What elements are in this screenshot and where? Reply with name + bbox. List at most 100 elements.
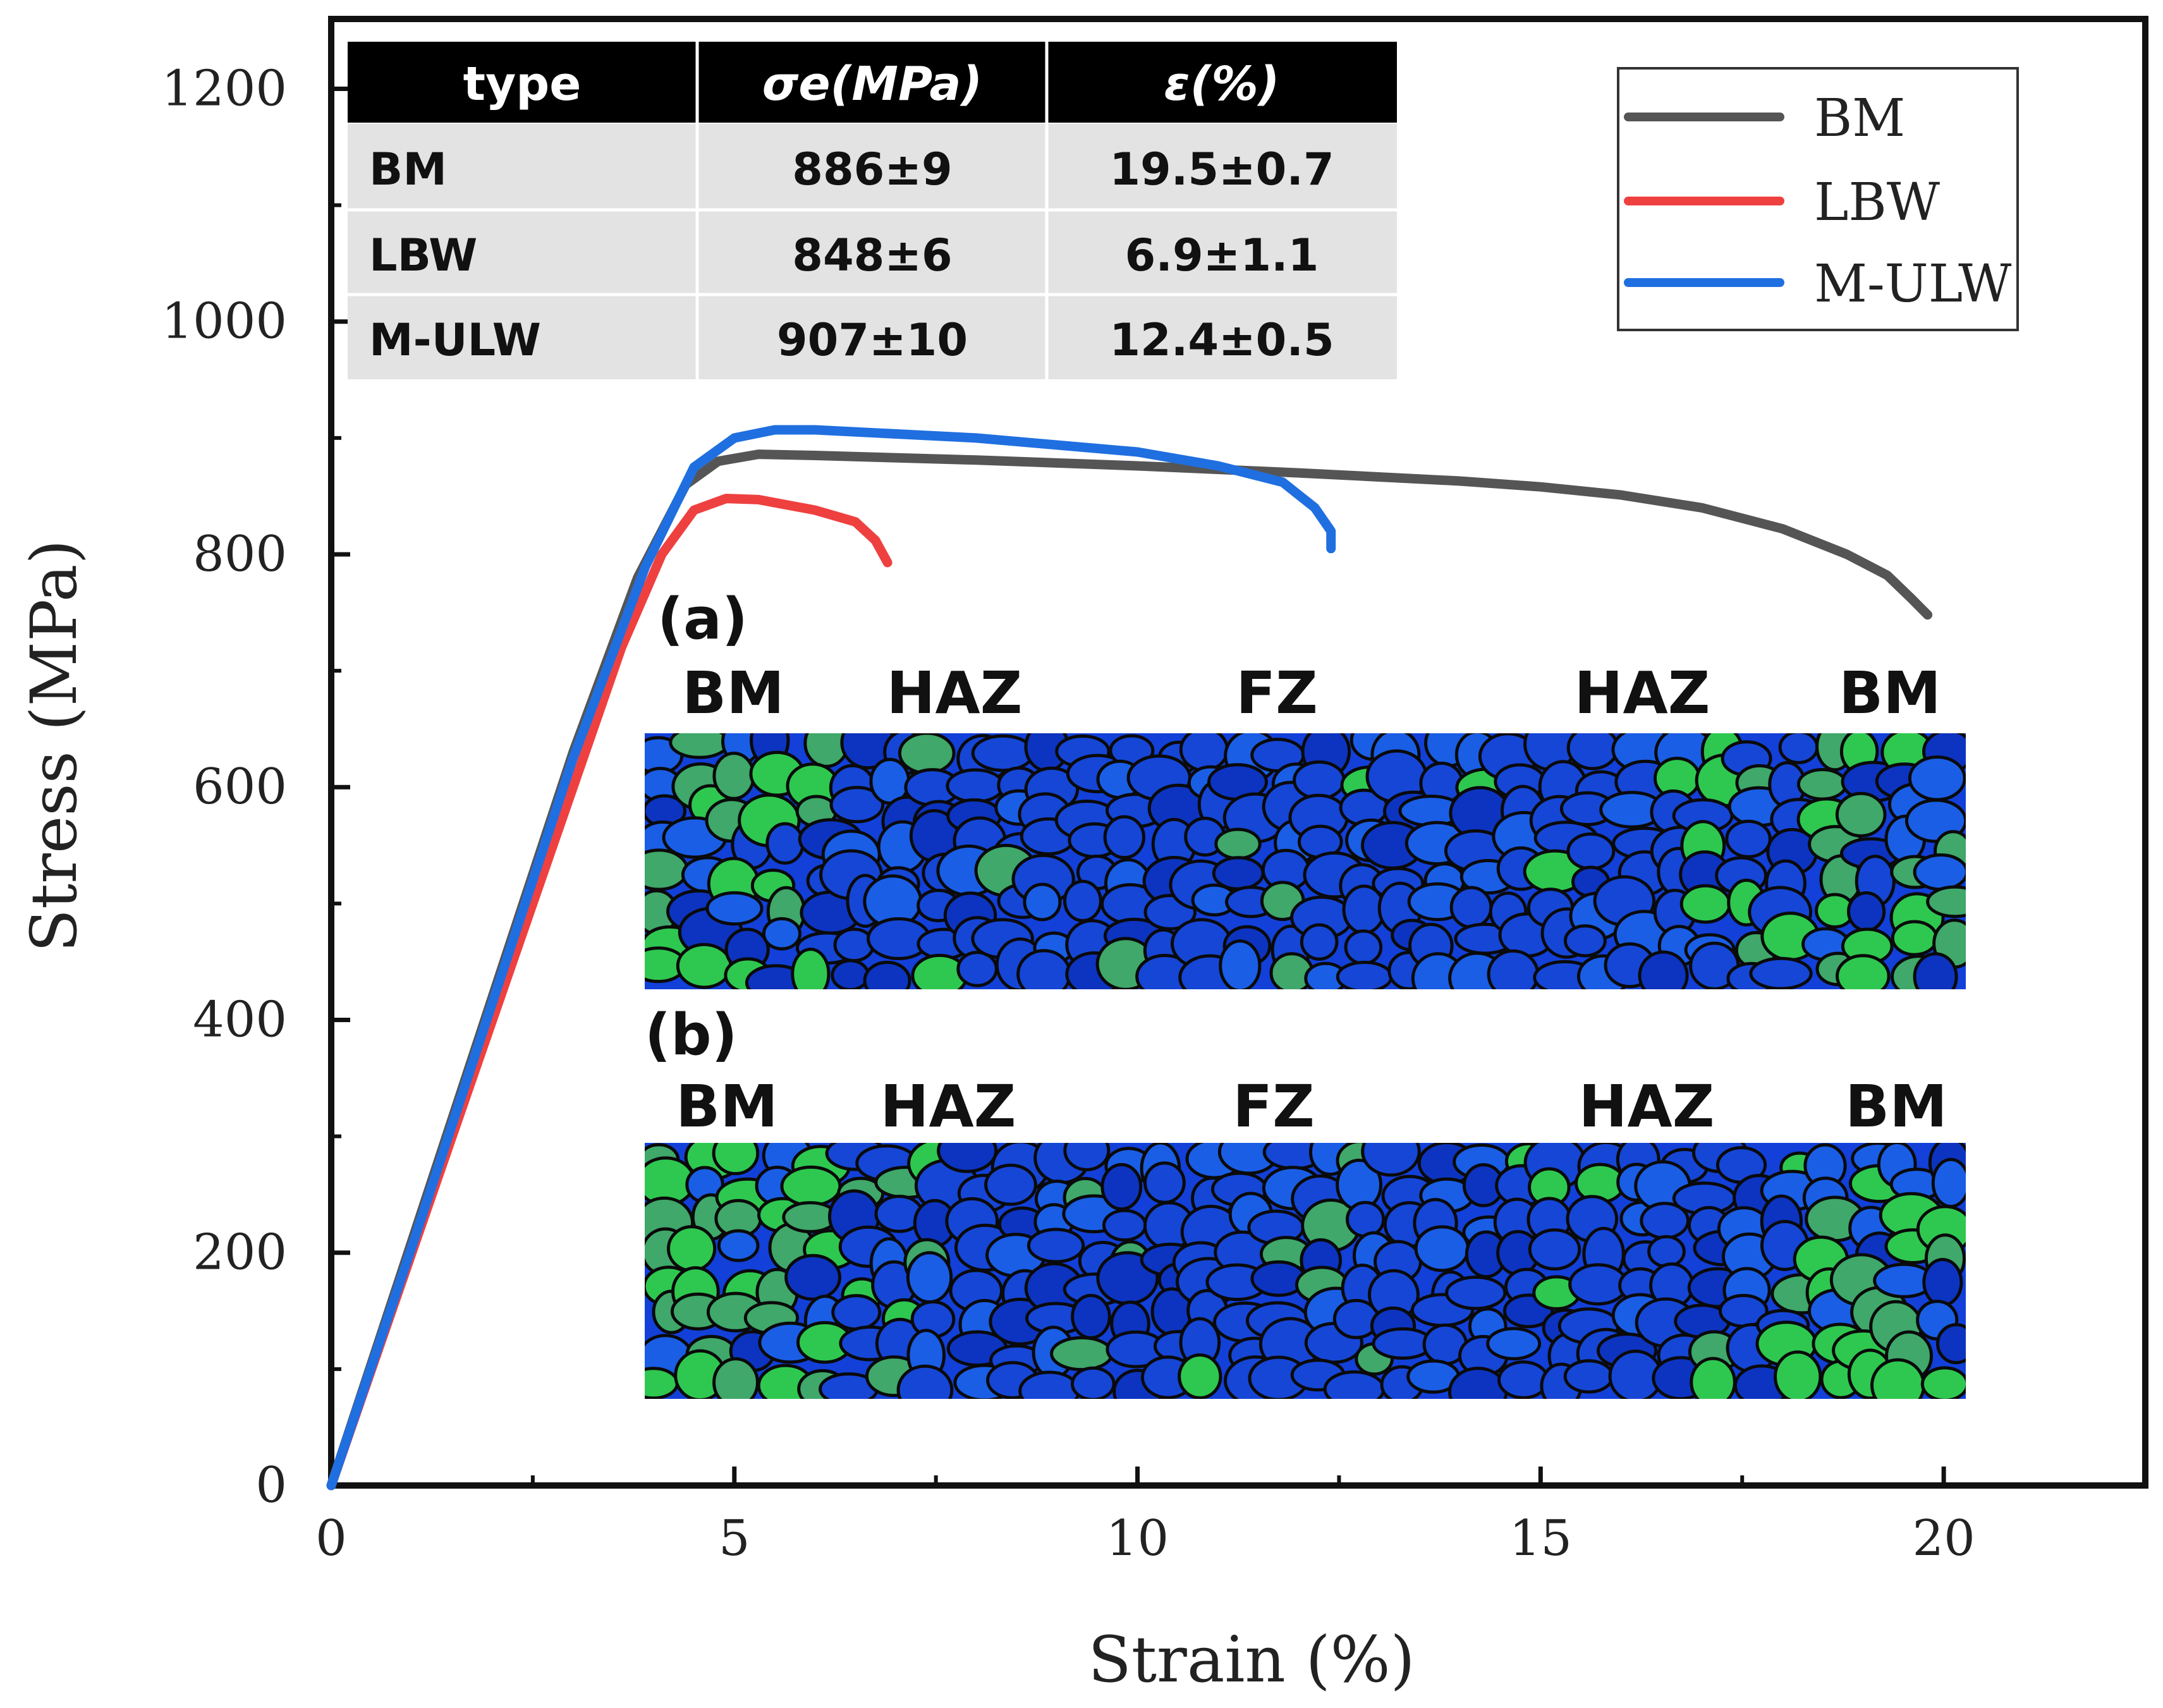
- plot-frame: [328, 16, 2148, 1489]
- table-cell: M-ULW: [369, 314, 541, 366]
- ebsd-map-b: [645, 1143, 1966, 1399]
- grain: [1178, 1353, 1222, 1399]
- grain: [1725, 819, 1772, 858]
- grain: [863, 960, 911, 989]
- grain: [946, 768, 1005, 803]
- grain: [1563, 1359, 1614, 1394]
- zone-label: BM: [1839, 659, 1941, 727]
- grain: [1647, 1235, 1686, 1268]
- series-line-m-ulw: [326, 425, 1336, 1491]
- grain: [906, 1251, 953, 1304]
- grain: [1566, 832, 1616, 870]
- legend: BM LBW M-ULW: [1617, 67, 2019, 331]
- grain: [1563, 924, 1607, 958]
- properties-table: type σe(MPa) ε(%) BM 886±9 19.5±0.7 LBW …: [348, 42, 1397, 379]
- zone-label: HAZ: [1579, 1073, 1715, 1140]
- grain: [1913, 952, 1958, 989]
- ebsd-inset-b: (b) BM HAZ FZ HAZ BM: [645, 1002, 1966, 1399]
- grain: [1336, 960, 1393, 989]
- grain: [1796, 767, 1848, 801]
- grain: [971, 734, 1035, 772]
- grain: [1836, 954, 1891, 989]
- grain: [765, 822, 805, 865]
- grain: [1214, 827, 1262, 860]
- inset-label-b: (b): [645, 1002, 738, 1068]
- grain: [791, 948, 831, 989]
- ebsd-inset-a: (a) BM HAZ FZ HAZ BM: [645, 586, 1966, 989]
- x-axis: 0 5 10 15 20: [315, 1467, 1975, 1567]
- grain: [1449, 886, 1493, 929]
- zone-label: FZ: [1236, 659, 1318, 727]
- grain: [1027, 1228, 1085, 1264]
- grain: [1774, 1350, 1822, 1399]
- grain: [667, 1225, 717, 1272]
- map-grains: [645, 1143, 1966, 1399]
- grain: [784, 1254, 842, 1301]
- grain: [1344, 929, 1383, 965]
- table-header-type: type: [463, 57, 582, 111]
- grain: [1361, 1143, 1421, 1177]
- table-body-bg: [348, 124, 1397, 379]
- grain: [1847, 891, 1886, 932]
- zone-label: BM: [682, 659, 784, 727]
- grain: [1497, 1360, 1550, 1399]
- zone-label: HAZ: [887, 659, 1023, 727]
- x-tick-label: 10: [1106, 1510, 1169, 1567]
- grain: [1920, 1366, 1966, 1399]
- grain: [712, 752, 755, 800]
- zone-label: HAZ: [880, 1073, 1016, 1140]
- grain: [1102, 1209, 1147, 1242]
- table-cell: 12.4±0.5: [1109, 314, 1334, 366]
- grain: [1143, 1161, 1186, 1204]
- grain: [1219, 939, 1262, 989]
- legend-label-lbw: LBW: [1814, 173, 1941, 233]
- grain: [717, 1229, 760, 1262]
- grain: [1346, 1200, 1386, 1238]
- grain: [898, 733, 956, 775]
- y-tick-label: 600: [193, 759, 287, 815]
- map-grains: [645, 733, 1966, 989]
- x-tick-label: 20: [1912, 1510, 1975, 1567]
- grain: [1179, 733, 1229, 772]
- grain: [705, 891, 764, 926]
- table-cell: 848±6: [792, 229, 952, 281]
- grain: [896, 1364, 954, 1399]
- y-axis-title: Stress (MPa): [17, 540, 91, 953]
- grain: [1063, 1143, 1111, 1171]
- x-tick-label: 0: [315, 1510, 347, 1567]
- grain: [1414, 1225, 1470, 1272]
- grain: [1913, 853, 1966, 891]
- y-tick-label: 0: [255, 1457, 287, 1514]
- grain: [676, 942, 733, 989]
- grain: [1936, 1323, 1966, 1365]
- grain: [1891, 920, 1939, 956]
- x-tick-label: 15: [1509, 1510, 1572, 1567]
- grain: [1050, 1336, 1114, 1372]
- grain: [831, 1294, 882, 1331]
- x-axis-title: Strain (%): [1088, 1623, 1415, 1697]
- legend-label-mulw: M-ULW: [1814, 254, 2012, 314]
- grain: [1293, 760, 1346, 800]
- grain: [1778, 733, 1819, 764]
- y-axis: 0 200 400 600 800 1000 1200: [161, 60, 350, 1514]
- y-tick-label: 400: [193, 991, 287, 1048]
- grain: [831, 959, 870, 989]
- x-tick-label: 5: [719, 1510, 750, 1567]
- zone-label: HAZ: [1575, 659, 1710, 727]
- grain: [1100, 1162, 1143, 1211]
- grain: [1528, 1228, 1581, 1271]
- grain: [780, 1165, 842, 1207]
- grain: [1445, 1276, 1507, 1310]
- grain: [1690, 1357, 1736, 1399]
- y-tick-label: 1200: [161, 60, 287, 117]
- grain: [1063, 879, 1102, 922]
- table-header-strength: σe(MPa): [762, 57, 983, 111]
- grain: [1023, 882, 1062, 922]
- ebsd-map-a: [645, 733, 1966, 989]
- table-cell: LBW: [369, 229, 477, 281]
- grain: [1486, 1327, 1542, 1360]
- grain: [762, 917, 801, 951]
- grain: [829, 786, 885, 824]
- grain: [1679, 884, 1731, 924]
